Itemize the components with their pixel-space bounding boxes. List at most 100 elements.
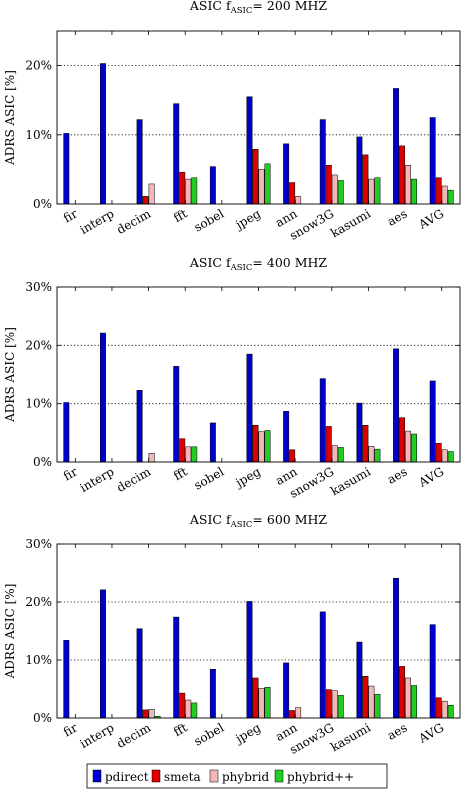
bar-smeta-jpeg [252, 677, 259, 719]
bar-phybrid-kasumi [368, 178, 375, 205]
bar-phybrid-fft [185, 699, 192, 719]
bar-pdirect-snow3G [319, 378, 326, 463]
x-tick-label: fir [61, 720, 80, 739]
x-tick-label: decim [114, 206, 153, 237]
bar-phybridpp-fft [191, 446, 198, 463]
chart-panel-3: ASIC fASIC= 600 MHZ ADRS ASIC [%] 0% 10% 20%… [3, 512, 461, 757]
chart-title-main: ASIC f [189, 0, 232, 13]
bar-phybrid-ann [295, 196, 302, 205]
bar-phybridpp-jpeg [264, 430, 271, 463]
bar-pdirect-decim [136, 628, 143, 719]
bar-pdirect-interp [100, 332, 106, 463]
bar-smeta-fft [179, 438, 186, 463]
bar-pdirect-interp [100, 63, 106, 205]
bar-smeta-AVG [435, 697, 442, 719]
y-tick-label: 20% [25, 595, 52, 609]
bar-pdirect-AVG [429, 380, 436, 463]
y-tick-label: 10% [25, 397, 52, 411]
legend-label-phybrid: phybrid [222, 770, 269, 784]
bar-smeta-decim [142, 709, 149, 719]
bar-smeta-kasumi [362, 425, 369, 463]
bar-smeta-AVG [435, 443, 442, 463]
bar-phybrid-snow3G [331, 174, 338, 205]
legend-label-pdirect: pdirect [105, 770, 149, 784]
legend-box [86, 763, 388, 789]
bar-smeta-snow3G [325, 426, 332, 463]
bar-phybridpp-fft [191, 177, 198, 205]
bar-smeta-snow3G [325, 689, 332, 719]
bar-smeta-fft [179, 692, 186, 719]
bar-pdirect-fir [63, 640, 70, 719]
bar-smeta-aes [399, 145, 406, 205]
x-tick-label: AVG [416, 464, 447, 490]
bar-pdirect-decim [136, 390, 143, 463]
bar-pdirect-fir [63, 133, 70, 205]
x-tick-label: interp [77, 464, 116, 495]
bar-pdirect-sobel [209, 669, 216, 719]
bar-pdirect-kasumi [356, 402, 363, 463]
bar-phybridpp-kasumi [374, 177, 381, 205]
x-tick-label: sobel [192, 464, 227, 492]
x-tick-label: fir [61, 464, 80, 483]
bar-phybridpp-snow3G [337, 695, 344, 719]
bar-phybridpp-AVG [447, 451, 454, 463]
x-tick-label: AVG [416, 206, 447, 232]
bar-pdirect-sobel [209, 166, 216, 205]
bar-pdirect-ann [283, 411, 290, 463]
x-tick-label: fir [61, 206, 80, 225]
chart-panel-1: ASIC fASIC= 200 MHZ ADRS ASIC [%] 0% 10% 20%… [3, 0, 461, 243]
y-tick-label: 0% [33, 455, 52, 469]
x-tick-label: kasumi [328, 206, 373, 240]
bar-phybrid-AVG [441, 700, 448, 719]
bar-phybrid-fft [185, 446, 192, 463]
bar-phybrid-decim [148, 453, 155, 463]
y-tick-label: 30% [25, 537, 52, 551]
x-tick-label: sobel [192, 206, 227, 234]
bar-phybrid-snow3G [331, 690, 338, 719]
y-axis-label: ADRS ASIC [%] [3, 327, 17, 423]
bar-pdirect-snow3G [319, 611, 326, 719]
bar-pdirect-kasumi [356, 641, 363, 719]
bar-phybridpp-jpeg [264, 687, 271, 719]
chart-title-sub: ASIC [230, 263, 253, 273]
bar-phybrid-fft [185, 178, 192, 205]
bar-phybridpp-AVG [447, 189, 454, 205]
bar-pdirect-aes [393, 577, 400, 719]
x-tick-label: aes [385, 464, 410, 486]
chart-title-sub: ASIC [230, 6, 253, 16]
chart-title-rest: = 200 MHZ [252, 0, 327, 13]
bar-phybrid-decim [148, 183, 155, 205]
legend-label-smeta: smeta [164, 770, 201, 784]
bar-phybrid-jpeg [258, 688, 265, 719]
chart-panel-2: ASIC fASIC= 400 MHZ ADRS ASIC [%] 0% 10% 20%… [3, 255, 461, 501]
bar-pdirect-fft [173, 616, 180, 719]
x-tick-label: fft [171, 720, 190, 739]
bar-smeta-ann [289, 182, 296, 205]
x-tick-label: interp [77, 720, 116, 751]
y-tick-label: 20% [25, 59, 52, 73]
bar-phybridpp-aes [411, 433, 418, 463]
x-tick-label: jpeg [232, 206, 264, 232]
bar-smeta-fft [179, 171, 186, 205]
y-tick-label: 0% [33, 197, 52, 211]
bar-phybrid-aes [405, 677, 412, 719]
legend-swatch-pdirect [92, 769, 102, 783]
bar-smeta-aes [399, 666, 406, 719]
bar-pdirect-aes [393, 88, 400, 205]
y-tick-label: 10% [25, 128, 52, 142]
y-tick-label: 20% [25, 338, 52, 352]
x-tick-label: fft [171, 206, 190, 225]
y-tick-label: 10% [25, 653, 52, 667]
bar-pdirect-jpeg [246, 601, 253, 719]
bar-smeta-kasumi [362, 154, 369, 205]
y-axis-label: ADRS ASIC [%] [3, 584, 17, 680]
y-axis-label: ADRS ASIC [%] [3, 70, 17, 166]
bar-smeta-AVG [435, 177, 442, 205]
bar-pdirect-interp [100, 589, 106, 719]
x-tick-label: decim [114, 464, 153, 495]
legend: pdirect smeta phybrid phybrid++ [86, 763, 388, 789]
bar-phybrid-AVG [441, 449, 448, 463]
chart-title-sub: ASIC [230, 520, 253, 530]
legend-swatch-phybridpp [274, 769, 284, 783]
